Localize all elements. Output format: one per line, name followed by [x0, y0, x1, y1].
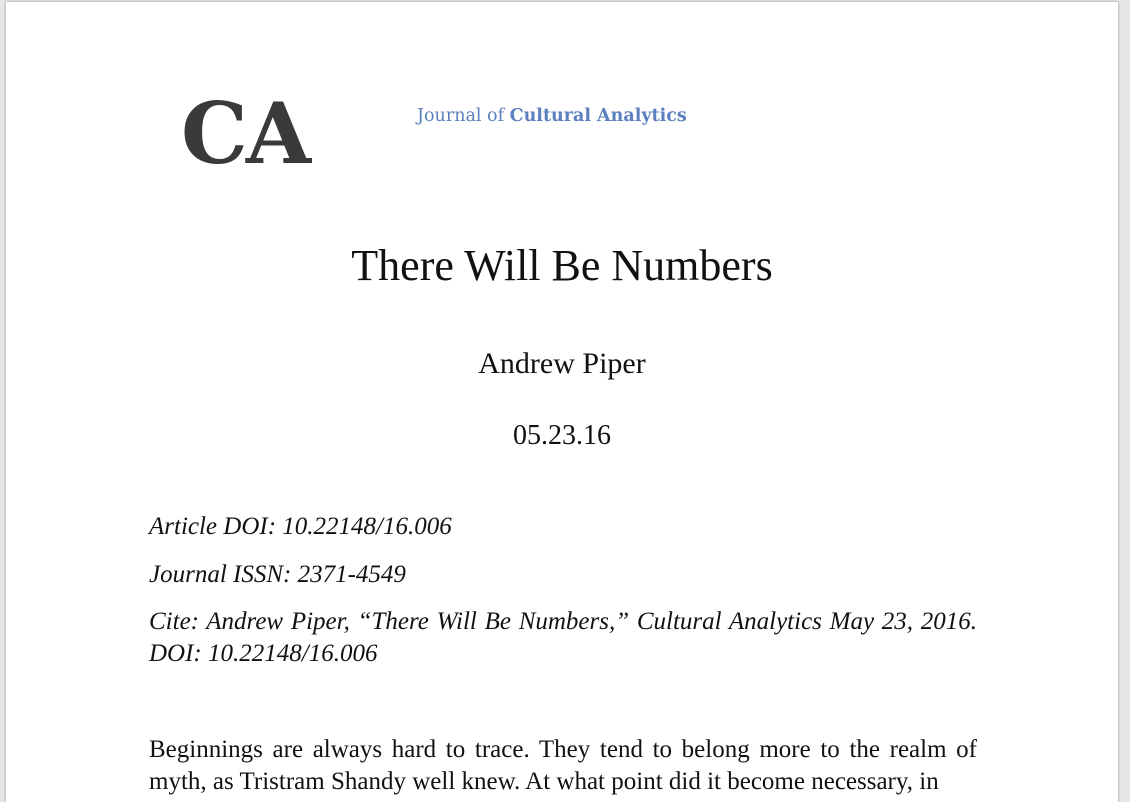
article-author: Andrew Piper [478, 347, 646, 380]
journal-name: Journal of Cultural Analytics [417, 106, 687, 126]
body-paragraph: Beginnings are always hard to trace. The… [149, 736, 977, 795]
journal-name-prefix: Journal of [417, 106, 505, 126]
journal-logo: CA [181, 84, 311, 183]
article-doi: Article DOI: 10.22148/16.006 [149, 513, 452, 540]
journal-issn: Journal ISSN: 2371-4549 [149, 561, 406, 588]
article-date: 05.23.16 [513, 420, 611, 451]
citation: Cite: Andrew Piper, “There Will Be Numbe… [149, 608, 977, 667]
pdf-page: CA Journal of Cultural Analytics There W… [6, 2, 1118, 802]
article-title: There Will Be Numbers [351, 241, 773, 290]
journal-name-title: Cultural Analytics [509, 106, 687, 126]
